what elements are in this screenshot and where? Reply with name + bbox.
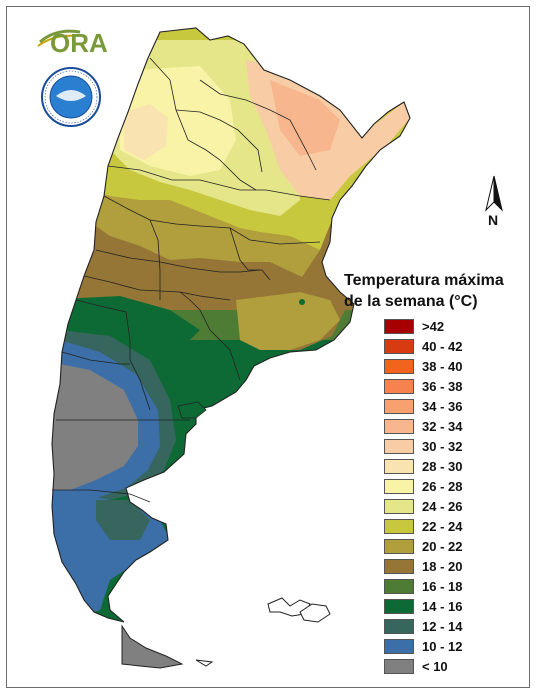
legend-title: Temperatura máxima de la semana (°C) xyxy=(344,270,524,312)
smn-seal-icon xyxy=(41,67,101,127)
north-label: N xyxy=(488,212,499,228)
legend-item: 22 - 24 xyxy=(384,517,462,536)
legend-swatch xyxy=(384,419,414,434)
legend-item: 14 - 16 xyxy=(384,597,462,616)
legend-label: >42 xyxy=(422,319,445,334)
north-arrow-icon xyxy=(485,175,503,212)
country-outline xyxy=(51,27,411,623)
legend-swatch xyxy=(384,339,414,354)
legend-label: 10 - 12 xyxy=(422,639,463,654)
peninsula xyxy=(177,401,207,419)
legend-swatch xyxy=(384,479,414,494)
legend-label: 22 - 24 xyxy=(422,519,463,534)
legend-label: 16 - 18 xyxy=(422,579,463,594)
legend-swatch xyxy=(384,579,414,594)
legend-swatch xyxy=(384,459,414,474)
legend-item: 30 - 32 xyxy=(384,437,462,456)
legend-item: >42 xyxy=(384,317,444,336)
legend-swatch xyxy=(384,619,414,634)
legend-swatch xyxy=(384,599,414,614)
legend-label: 40 - 42 xyxy=(422,339,463,354)
legend-label: 12 - 14 xyxy=(422,619,463,634)
legend-title-line1: Temperatura máxima xyxy=(344,272,504,289)
legend-swatch xyxy=(384,399,414,414)
legend-item: 26 - 28 xyxy=(384,477,462,496)
legend-swatch xyxy=(384,499,414,514)
legend-item: 24 - 26 xyxy=(384,497,462,516)
legend-swatch xyxy=(384,319,414,334)
legend-label: 30 - 32 xyxy=(422,439,463,454)
legend-swatch xyxy=(384,379,414,394)
legend-swatch xyxy=(384,519,414,534)
legend-title-line2: de la semana (°C) xyxy=(344,293,478,310)
lake-dot xyxy=(299,299,305,305)
legend-item: 10 - 12 xyxy=(384,637,462,656)
legend-label: 34 - 36 xyxy=(422,399,463,414)
ora-logo-text: ORA xyxy=(50,28,108,58)
legend-item: 12 - 14 xyxy=(384,617,462,636)
legend-item: 40 - 42 xyxy=(384,337,462,356)
islands xyxy=(195,597,331,667)
legend-item: 32 - 34 xyxy=(384,417,462,436)
legend-item: 34 - 36 xyxy=(384,397,462,416)
legend-swatch xyxy=(384,659,414,674)
legend-swatch xyxy=(384,539,414,554)
legend-swatch xyxy=(384,439,414,454)
legend-item: 28 - 30 xyxy=(384,457,462,476)
legend-label: 18 - 20 xyxy=(422,559,463,574)
legend-item: 38 - 40 xyxy=(384,357,462,376)
legend-swatch xyxy=(384,639,414,654)
legend-label: 26 - 28 xyxy=(422,479,463,494)
legend-label: 32 - 34 xyxy=(422,419,463,434)
legend-swatch xyxy=(384,559,414,574)
legend-label: 20 - 22 xyxy=(422,539,463,554)
legend-item: 16 - 18 xyxy=(384,577,462,596)
legend-item: 20 - 22 xyxy=(384,537,462,556)
legend-swatch xyxy=(384,359,414,374)
legend-label: 38 - 40 xyxy=(422,359,463,374)
legend-label: 24 - 26 xyxy=(422,499,463,514)
legend-label: < 10 xyxy=(422,659,448,674)
legend-label: 14 - 16 xyxy=(422,599,463,614)
tierra-del-fuego xyxy=(121,624,184,669)
province-borders xyxy=(52,57,331,503)
legend-item: 18 - 20 xyxy=(384,557,462,576)
legend-item: 36 - 38 xyxy=(384,377,462,396)
ora-logo xyxy=(37,29,81,47)
legend-item: < 10 xyxy=(384,657,448,676)
legend-label: 36 - 38 xyxy=(422,379,463,394)
legend-label: 28 - 30 xyxy=(422,459,463,474)
